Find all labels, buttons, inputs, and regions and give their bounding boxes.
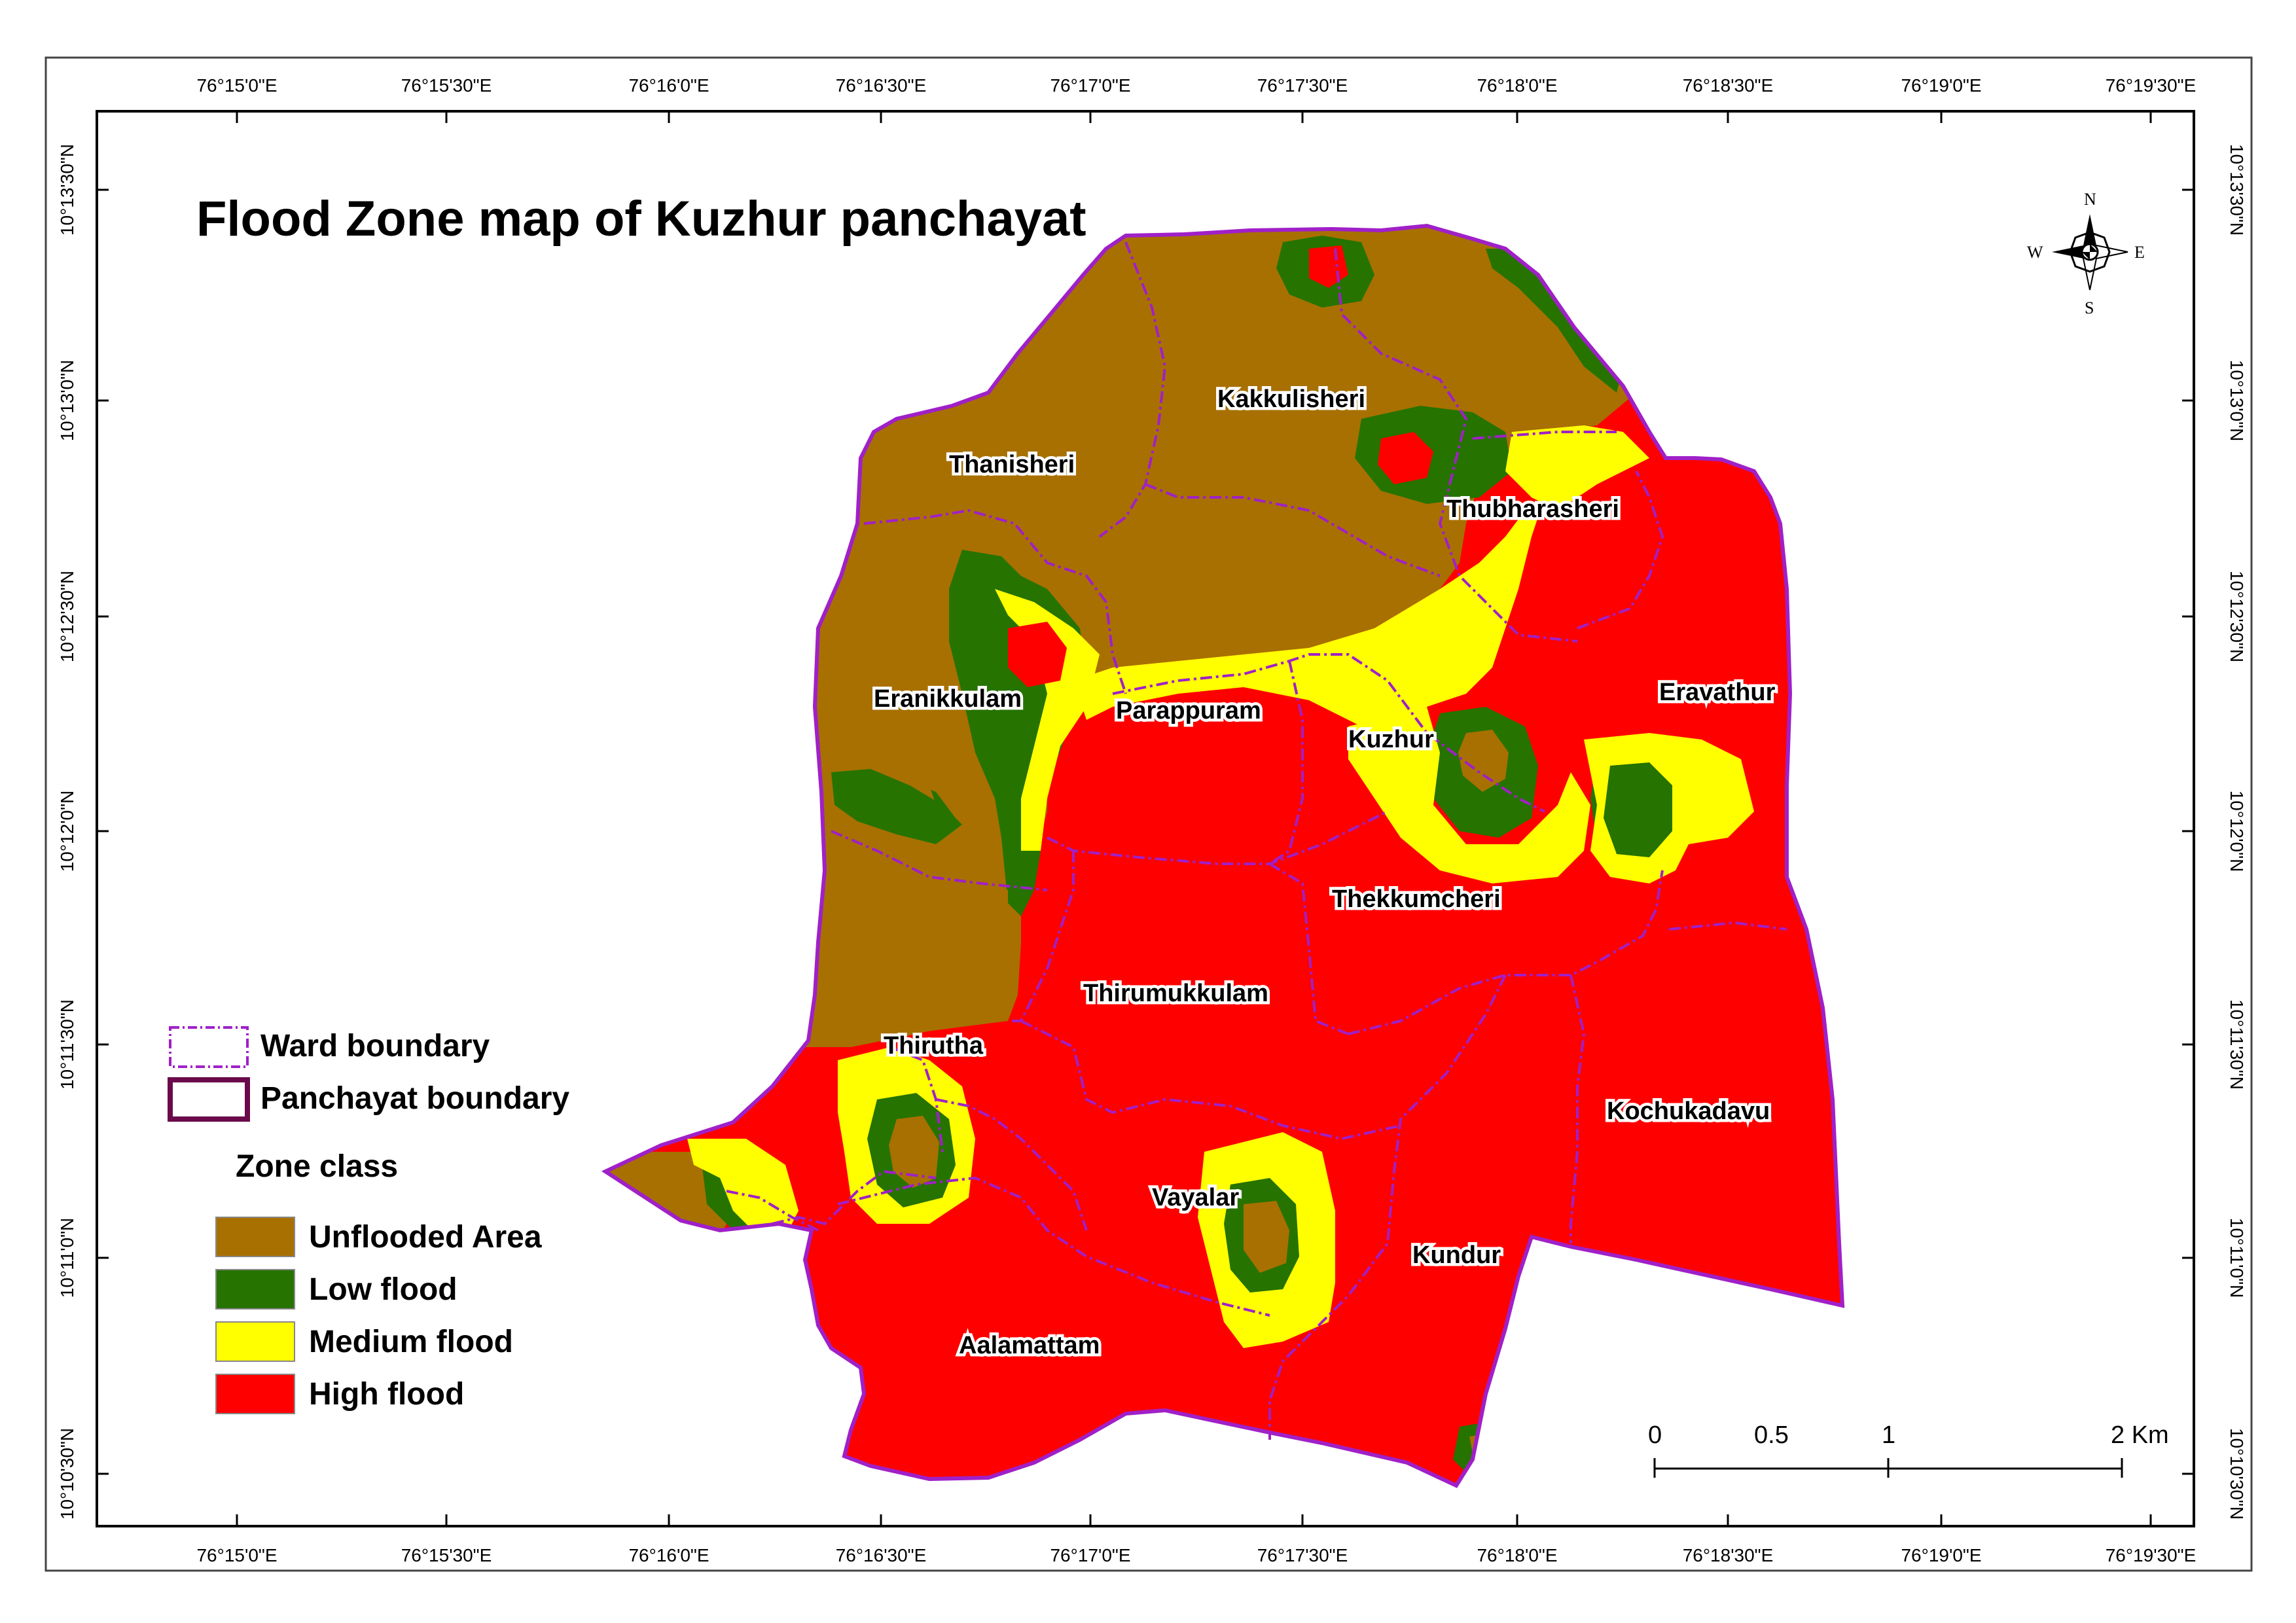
ward-boundaries [726,241,1787,1440]
lon-label-top: 76°18'0"E [1477,75,1557,96]
lon-label-bottom: 76°15'0"E [196,1545,277,1565]
ward-label-kochukadavu: Kochukadavu [1607,1097,1770,1125]
ward-label-parappuram: Parappuram [1116,697,1261,724]
zone-medium-flood-kuzhur [1348,707,1590,883]
lon-label-bottom: 76°19'30"E [2106,1545,2197,1565]
lat-label-left: 10°12'30"N [57,571,77,662]
zone-high-flood-pocket-north [1378,432,1433,484]
ward-label-kundur: Kundur [1412,1241,1501,1269]
legend-label-unflooded-area: Unflooded Area [309,1220,542,1255]
scale-label-0: 0 [1648,1421,1662,1449]
zone-unflooded-thirutha-core [889,1116,939,1188]
ward-label-thanisheri: Thanisheri [949,451,1075,478]
ward-label-thekkumcheri: Thekkumcheri [1332,885,1501,913]
lon-label-bottom: 76°19'0"E [1901,1545,1981,1565]
lon-label-top: 76°18'30"E [1683,75,1774,96]
zone-unflooded-southwest [605,1152,733,1237]
lon-label-top: 76°15'30"E [401,75,492,96]
lat-label-right: 10°13'30"N [2227,144,2247,236]
ward-label-aalamattam: Aalamattam [959,1332,1100,1359]
lat-label-right: 10°10'30"N [2227,1428,2247,1520]
ward-label-kuzhur: Kuzhur [1348,726,1434,753]
ward-label-thirumukkulam: Thirumukkulam [1083,980,1268,1007]
zone-unflooded-vayalar-core [1244,1201,1289,1273]
zone-medium-flood-center [1073,497,1545,733]
zone-medium-flood-northeast [1505,425,1649,510]
panchayat-boundary [601,223,1845,1488]
lat-label-right: 10°12'30"N [2227,571,2247,662]
lat-label-right: 10°13'0"N [2227,360,2247,442]
legend-swatch-medium-flood [215,1321,295,1362]
lon-label-top: 76°17'30"E [1257,75,1348,96]
legend-swatch-low-flood [215,1269,295,1310]
lat-label-right: 10°12'0"N [2227,791,2247,872]
ward-label-thirutha: Thirutha [884,1032,984,1060]
east-label: E [2134,243,2145,262]
west-label: W [2027,243,2043,262]
ward-label-kakkulisheri: Kakkulisheri [1217,385,1365,413]
lon-label-top: 76°19'0"E [1901,75,1981,96]
lon-label-top: 76°17'0"E [1050,75,1130,96]
graticule-ticks [97,111,2194,1526]
legend-swatch-high-flood [215,1374,295,1414]
zone-unflooded-kuzhur-core [1458,730,1509,792]
lon-label-bottom: 76°15'30"E [401,1545,492,1565]
compass-rose-icon: N S E W [2027,190,2145,317]
panchayat-boundary-swatch [168,1077,250,1122]
ward-boundary-label: Ward boundary [260,1029,490,1063]
panchayat-boundary-label: Panchayat boundary [260,1081,569,1116]
lat-label-right: 10°11'30"N [2227,999,2247,1090]
ward-label-eravathur: Eravathur [1659,679,1776,706]
lon-label-bottom: 76°17'30"E [1257,1545,1348,1565]
lat-label-left: 10°13'0"N [57,360,77,442]
zone-low-flood-east-inner [1604,762,1672,857]
scale-label-0-5: 0.5 [1754,1421,1789,1449]
scale-label-1: 1 [1882,1421,1895,1449]
ward-label-eranikkulam: Eranikkulam [874,685,1022,713]
lon-label-top: 76°16'30"E [836,75,927,96]
scale-bar: 0 0.5 1 2 Km [1648,1421,2169,1478]
zone-high-flood-pocket-west [1008,622,1067,687]
lat-label-left: 10°11'0"N [57,1218,77,1298]
lon-label-bottom: 76°16'30"E [836,1545,927,1565]
scale-label-2km: 2 Km [2111,1421,2169,1449]
lat-label-left: 10°10'30"N [57,1428,77,1520]
ward-labels: Kakkulisheri Thanisheri Thubharasheri Er… [871,383,1779,1363]
lat-label-left: 10°13'30"N [57,144,77,236]
legend-label-high-flood: High flood [309,1377,464,1412]
zone-class-legend: Zone class Unflooded Area Low flood Medium… [215,1149,542,1414]
lon-label-bottom: 76°17'0"E [1050,1545,1130,1565]
ward-boundary-swatch [169,1026,249,1068]
map-title: Flood Zone map of Kuzhur panchayat [196,191,1086,247]
north-label: N [2084,190,2096,209]
lon-label-top: 76°19'30"E [2106,75,2197,96]
zone-class-heading: Zone class [236,1149,398,1184]
graticule-labels: 76°15'0"E 76°15'0"E 76°15'30"E 76°15'30"E 76… [57,75,2247,1565]
lon-label-top: 76°15'0"E [196,75,277,96]
zone-medium-flood-southwest [687,1139,798,1237]
legend-label-medium-flood: Medium flood [309,1325,513,1359]
lat-label-left: 10°11'30"N [57,999,77,1090]
lat-label-right: 10°11'0"N [2227,1218,2247,1298]
zone-medium-flood-west [995,589,1100,851]
lon-label-bottom: 76°18'0"E [1477,1545,1557,1565]
zone-low-flood-northeast [1486,249,1623,393]
lat-label-left: 10°12'0"N [57,791,77,872]
lon-label-bottom: 76°18'30"E [1683,1545,1774,1565]
boundary-legend: Ward boundary Panchayat boundary [168,1026,569,1122]
lon-label-bottom: 76°16'0"E [628,1545,709,1565]
south-label: S [2085,298,2094,317]
zone-low-flood-west3 [831,769,962,844]
lon-label-top: 76°16'0"E [628,75,709,96]
ward-label-vayalar: Vayalar [1152,1184,1239,1211]
legend-swatch-unflooded-area [215,1217,295,1257]
ward-label-thubharasheri: Thubharasheri [1446,495,1619,523]
legend-label-low-flood: Low flood [309,1272,457,1307]
